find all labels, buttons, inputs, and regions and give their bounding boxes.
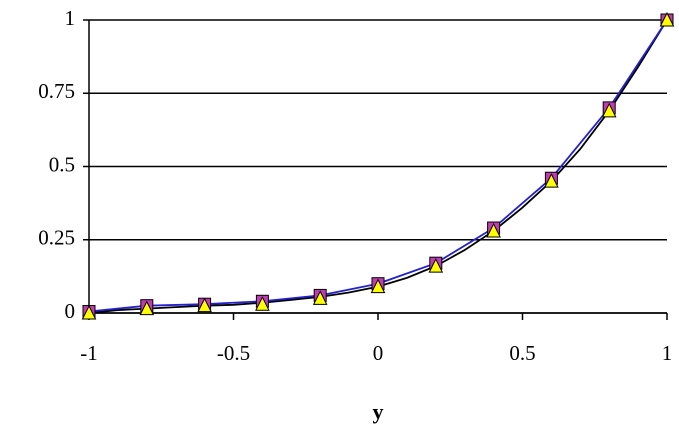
triangle-marker [544,173,559,188]
x-tick-label: -1 [80,341,98,365]
triangle-marker [659,11,675,27]
triangle-marker [428,258,444,273]
y-tick-label: 0.75 [38,79,75,103]
triangle-marker [81,304,97,320]
triangle-marker [312,290,328,305]
triangle-marker [255,296,270,311]
x-tick-label: 1 [662,341,673,365]
y-tick-label: 0.5 [49,152,75,176]
x-tick-label: 0 [373,341,384,365]
y-tick-label: 1 [65,6,76,30]
triangle-marker [601,102,617,118]
x-tick-label: 0.5 [509,341,535,365]
triangle-marker [486,222,501,238]
triangle-marker [370,278,386,294]
triangle-marker [197,297,212,313]
x-tick-label: -0.5 [217,341,250,365]
triangle-marker [139,300,155,316]
y-tick-label: 0 [65,299,76,323]
y-tick-label: 0.25 [38,226,75,250]
x-axis-label: y [373,399,384,424]
